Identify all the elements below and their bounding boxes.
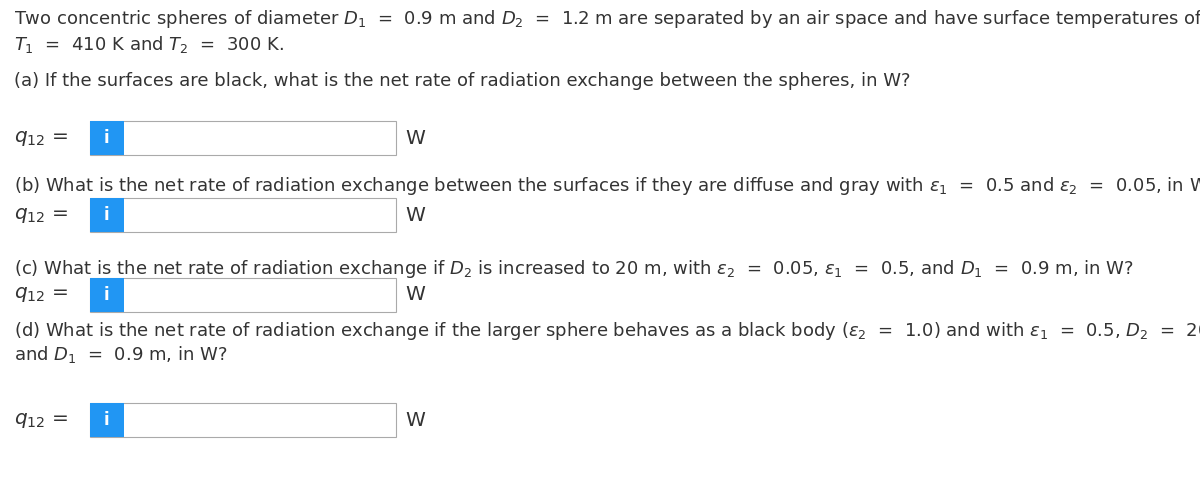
Text: i: i (104, 129, 109, 147)
FancyBboxPatch shape (90, 122, 396, 155)
Text: (c) What is the net rate of radiation exchange if $D_2$ is increased to 20 m, wi: (c) What is the net rate of radiation ex… (14, 258, 1134, 280)
Text: $q_{12}$ =: $q_{12}$ = (14, 411, 68, 430)
FancyBboxPatch shape (90, 122, 124, 155)
Text: i: i (104, 411, 109, 429)
FancyBboxPatch shape (90, 198, 124, 231)
Text: (d) What is the net rate of radiation exchange if the larger sphere behaves as a: (d) What is the net rate of radiation ex… (14, 320, 1200, 342)
Text: (b) What is the net rate of radiation exchange between the surfaces if they are : (b) What is the net rate of radiation ex… (14, 175, 1200, 197)
FancyBboxPatch shape (90, 278, 396, 312)
Text: W: W (406, 411, 426, 430)
Text: $q_{12}$ =: $q_{12}$ = (14, 128, 68, 147)
FancyBboxPatch shape (90, 403, 396, 436)
Text: i: i (104, 206, 109, 224)
Text: Two concentric spheres of diameter $D_1$  =  0.9 m and $D_2$  =  1.2 m are separ: Two concentric spheres of diameter $D_1$… (14, 8, 1200, 30)
FancyBboxPatch shape (90, 278, 124, 312)
Text: W: W (406, 285, 426, 305)
Text: $q_{12}$ =: $q_{12}$ = (14, 285, 68, 305)
Text: and $D_1$  =  0.9 m, in W?: and $D_1$ = 0.9 m, in W? (14, 344, 228, 365)
FancyBboxPatch shape (90, 198, 396, 231)
FancyBboxPatch shape (90, 403, 124, 436)
Text: $T_1$  =  410 K and $T_2$  =  300 K.: $T_1$ = 410 K and $T_2$ = 300 K. (14, 34, 284, 55)
Text: $q_{12}$ =: $q_{12}$ = (14, 206, 68, 225)
Text: (a) If the surfaces are black, what is the net rate of radiation exchange betwee: (a) If the surfaces are black, what is t… (14, 72, 911, 90)
Text: W: W (406, 128, 426, 147)
Text: W: W (406, 206, 426, 225)
Text: i: i (104, 286, 109, 304)
